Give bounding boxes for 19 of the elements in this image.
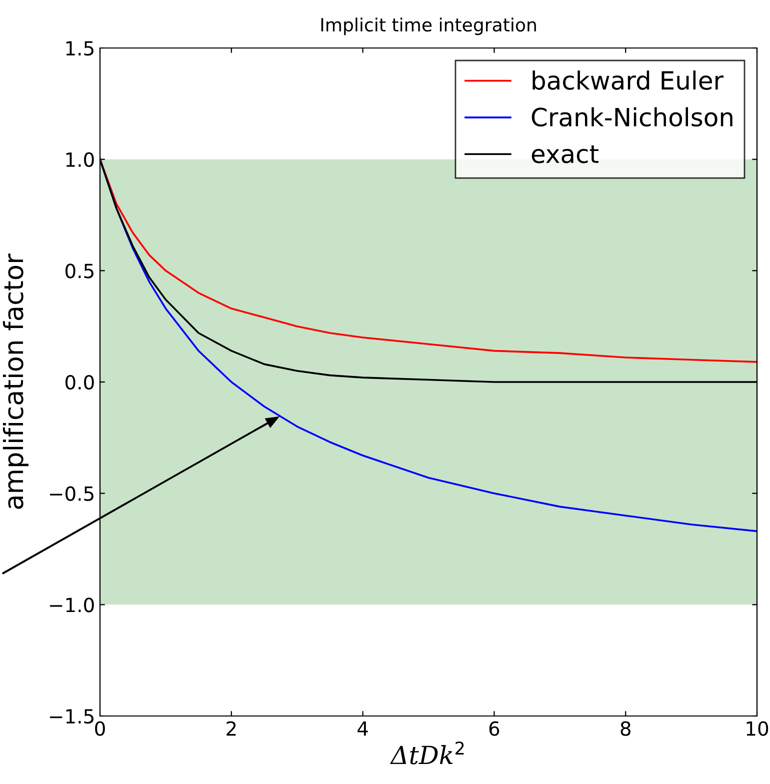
- x-tick-label: 4: [358, 721, 368, 736]
- y-tick-label: 0.5: [66, 264, 94, 278]
- chart-title: Implicit time integration: [321, 18, 536, 36]
- y-tick-label: 1.5: [66, 41, 94, 56]
- x-tick-label: 8: [620, 721, 630, 736]
- x-axis-title: ΔtDk$^{2}$: [390, 741, 464, 764]
- y-tick-label: −0.5: [50, 486, 94, 501]
- x-tick-label: 2: [226, 721, 236, 736]
- x-tick-label: 6: [489, 721, 500, 736]
- legend-label: exact: [532, 145, 598, 164]
- legend-label: Crank-Nicholson: [532, 107, 732, 127]
- y-tick-label: 0.0: [66, 374, 94, 390]
- y-tick-label: −1.5: [50, 709, 94, 724]
- x-tick-label: 0: [95, 721, 105, 736]
- legend-label: backward Euler: [532, 70, 724, 90]
- y-axis-title: amplification factor: [2, 254, 28, 509]
- x-tick-label: 10: [746, 721, 768, 736]
- y-tick-label: 1.0: [66, 152, 94, 167]
- y-tick-label: −1.0: [50, 598, 94, 612]
